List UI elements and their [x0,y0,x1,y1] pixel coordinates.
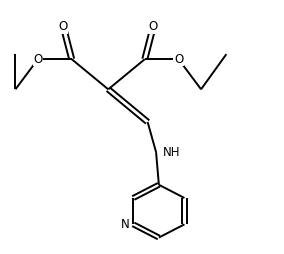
Text: O: O [33,53,43,66]
Text: O: O [59,20,68,33]
Text: N: N [121,218,130,231]
Text: O: O [174,53,183,66]
Text: NH: NH [163,146,181,158]
Text: O: O [149,20,158,33]
